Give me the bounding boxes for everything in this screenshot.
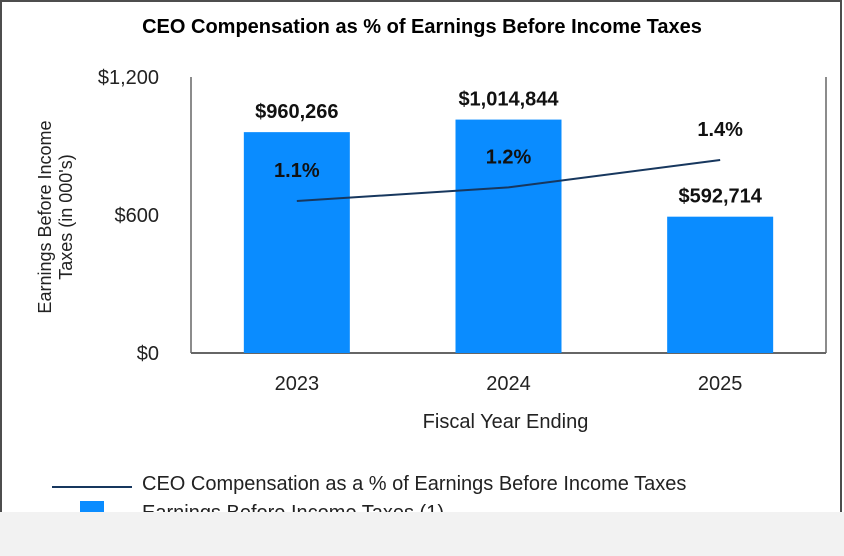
series-line	[296, 159, 721, 202]
x-tick-label: 2025	[698, 373, 743, 395]
bar	[455, 119, 562, 353]
line-data-label: 1.1%	[274, 160, 320, 182]
line-data-label: 1.2%	[486, 146, 532, 168]
x-tick-label: 2024	[486, 373, 531, 395]
y-tick-label: $1,200	[98, 67, 159, 89]
chart-frame	[0, 0, 842, 528]
y-tick-label: $600	[115, 205, 160, 227]
bottom-fade-overlay	[0, 512, 844, 556]
bar-data-label: $1,014,844	[458, 89, 559, 111]
line-data-label: 1.4%	[697, 119, 743, 141]
x-axis-label: Fiscal Year Ending	[423, 411, 589, 433]
legend-label-line: CEO Compensation as a % of Earnings Befo…	[142, 473, 687, 495]
x-tick-label: 2023	[275, 373, 320, 395]
bar	[667, 216, 774, 353]
bar	[243, 132, 350, 353]
legend-line-marker	[52, 486, 132, 488]
bar-data-label: $960,266	[255, 101, 338, 123]
y-tick-label: $0	[137, 343, 159, 365]
chart-title: CEO Compensation as % of Earnings Before…	[142, 16, 702, 38]
bar-data-label: $592,714	[678, 186, 762, 208]
